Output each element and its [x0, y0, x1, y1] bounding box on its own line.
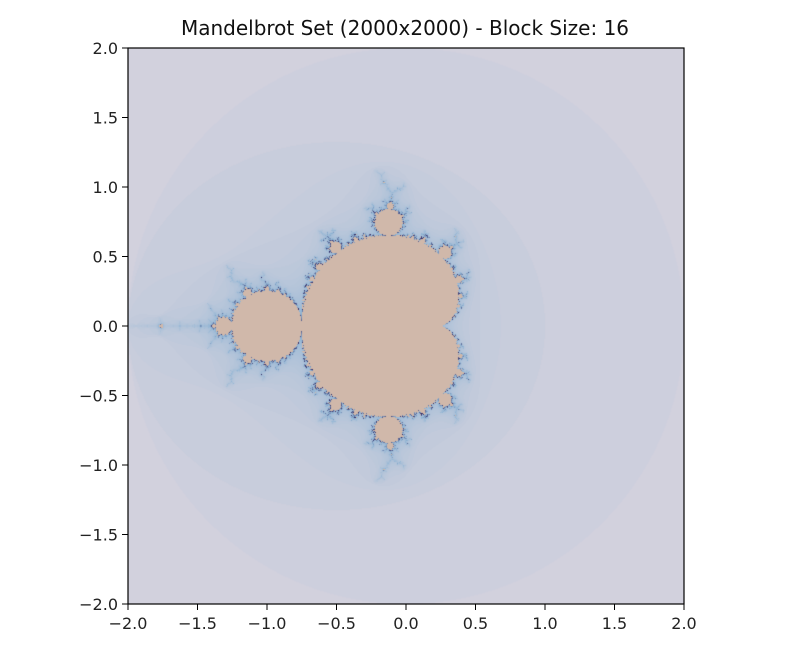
x-tick-label: −1.5	[178, 614, 217, 633]
y-tick-label: −0.5	[79, 387, 118, 406]
y-tick-label: 2.0	[93, 39, 118, 58]
plot-area	[127, 47, 685, 605]
x-tick-label: 1.5	[602, 614, 627, 633]
y-tick-label: −1.0	[79, 456, 118, 475]
x-tick-label: −2.0	[109, 614, 148, 633]
x-tick-label: 1.0	[532, 614, 557, 633]
y-tick-label: −1.5	[79, 526, 118, 545]
y-tick-label: 1.0	[93, 178, 118, 197]
x-axis: −2.0 −1.5 −1.0 −0.5 0.0 0.5 1.0 1.5 2.0	[109, 604, 697, 633]
x-tick-label: −0.5	[317, 614, 356, 633]
x-tick-label: −1.0	[248, 614, 287, 633]
y-axis: 2.0 1.5 1.0 0.5 0.0 −0.5 −1.0 −1.5 −2.0	[79, 39, 128, 614]
chart-title: Mandelbrot Set (2000x2000) - Block Size:…	[181, 16, 629, 40]
y-tick-label: 1.5	[93, 109, 118, 128]
y-tick-label: 0.0	[93, 317, 118, 336]
x-tick-label: 0.5	[463, 614, 488, 633]
y-tick-label: −2.0	[79, 595, 118, 614]
x-tick-label: 2.0	[671, 614, 696, 633]
mandelbrot-heatmap	[128, 48, 684, 604]
y-tick-label: 0.5	[93, 248, 118, 267]
x-tick-label: 0.0	[393, 614, 418, 633]
